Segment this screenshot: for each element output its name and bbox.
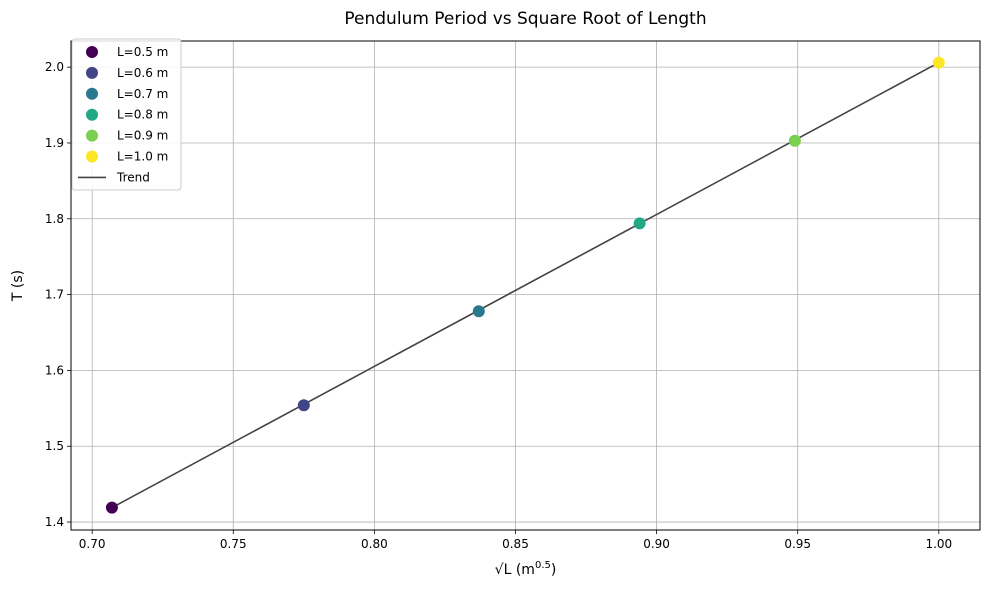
x-tick-label: 0.85 xyxy=(502,537,529,551)
x-axis-label: √L (m0.5) xyxy=(495,560,557,578)
legend-label: L=0.9 m xyxy=(117,129,168,143)
x-axis-label-close: ) xyxy=(551,562,556,578)
legend-marker xyxy=(86,108,98,121)
trend-line-group xyxy=(111,61,940,509)
data-points xyxy=(105,56,945,514)
legend-frame xyxy=(71,38,182,191)
grid xyxy=(71,41,980,530)
legend: L=0.5 m L=0.6 m L=0.7 m L=0.8 m L=0.9 m L=1.0… xyxy=(71,38,182,191)
x-tick-label: 0.95 xyxy=(784,537,811,551)
x-axis-label-base: √L (m xyxy=(495,562,535,578)
x-axis: 0.70 0.75 0.80 0.85 0.90 0.95 1.00 xyxy=(79,530,952,551)
y-tick-label: 1.8 xyxy=(45,212,64,226)
data-point xyxy=(932,56,945,69)
x-tick-label: 0.70 xyxy=(79,537,106,551)
y-tick-label: 1.4 xyxy=(45,515,64,529)
chart-title: Pendulum Period vs Square Root of Length xyxy=(344,9,706,29)
y-tick-label: 1.9 xyxy=(45,136,64,150)
x-axis-label-exponent: 0.5 xyxy=(535,560,551,571)
x-tick-label: 0.80 xyxy=(361,537,388,551)
legend-marker xyxy=(86,129,98,142)
legend-label: L=1.0 m xyxy=(117,150,168,164)
legend-marker xyxy=(86,66,98,79)
plot-area xyxy=(70,40,981,531)
y-axis-label: T (s) xyxy=(10,270,26,302)
trend-line xyxy=(111,61,940,509)
x-tick-label: 0.90 xyxy=(643,537,670,551)
legend-marker xyxy=(86,150,98,163)
data-point xyxy=(105,501,118,514)
y-tick-label: 1.5 xyxy=(45,439,64,453)
legend-marker xyxy=(86,46,98,58)
legend-label-trend: Trend xyxy=(116,170,150,184)
data-point xyxy=(472,305,485,318)
legend-marker xyxy=(86,87,98,100)
y-tick-label: 1.7 xyxy=(45,288,64,302)
legend-label: L=0.5 m xyxy=(117,45,168,59)
data-point xyxy=(297,399,310,412)
y-tick-label: 2.0 xyxy=(45,60,64,74)
y-axis: 1.4 1.5 1.6 1.7 1.8 1.9 2.0 xyxy=(45,60,71,529)
data-point xyxy=(788,134,801,147)
y-tick-label: 1.6 xyxy=(45,363,64,377)
x-tick-label: 0.75 xyxy=(220,537,247,551)
data-point xyxy=(633,217,646,230)
legend-label: L=0.6 m xyxy=(117,66,168,80)
legend-label: L=0.8 m xyxy=(117,108,168,122)
x-tick-label: 1.00 xyxy=(925,537,952,551)
legend-label: L=0.7 m xyxy=(117,87,168,101)
